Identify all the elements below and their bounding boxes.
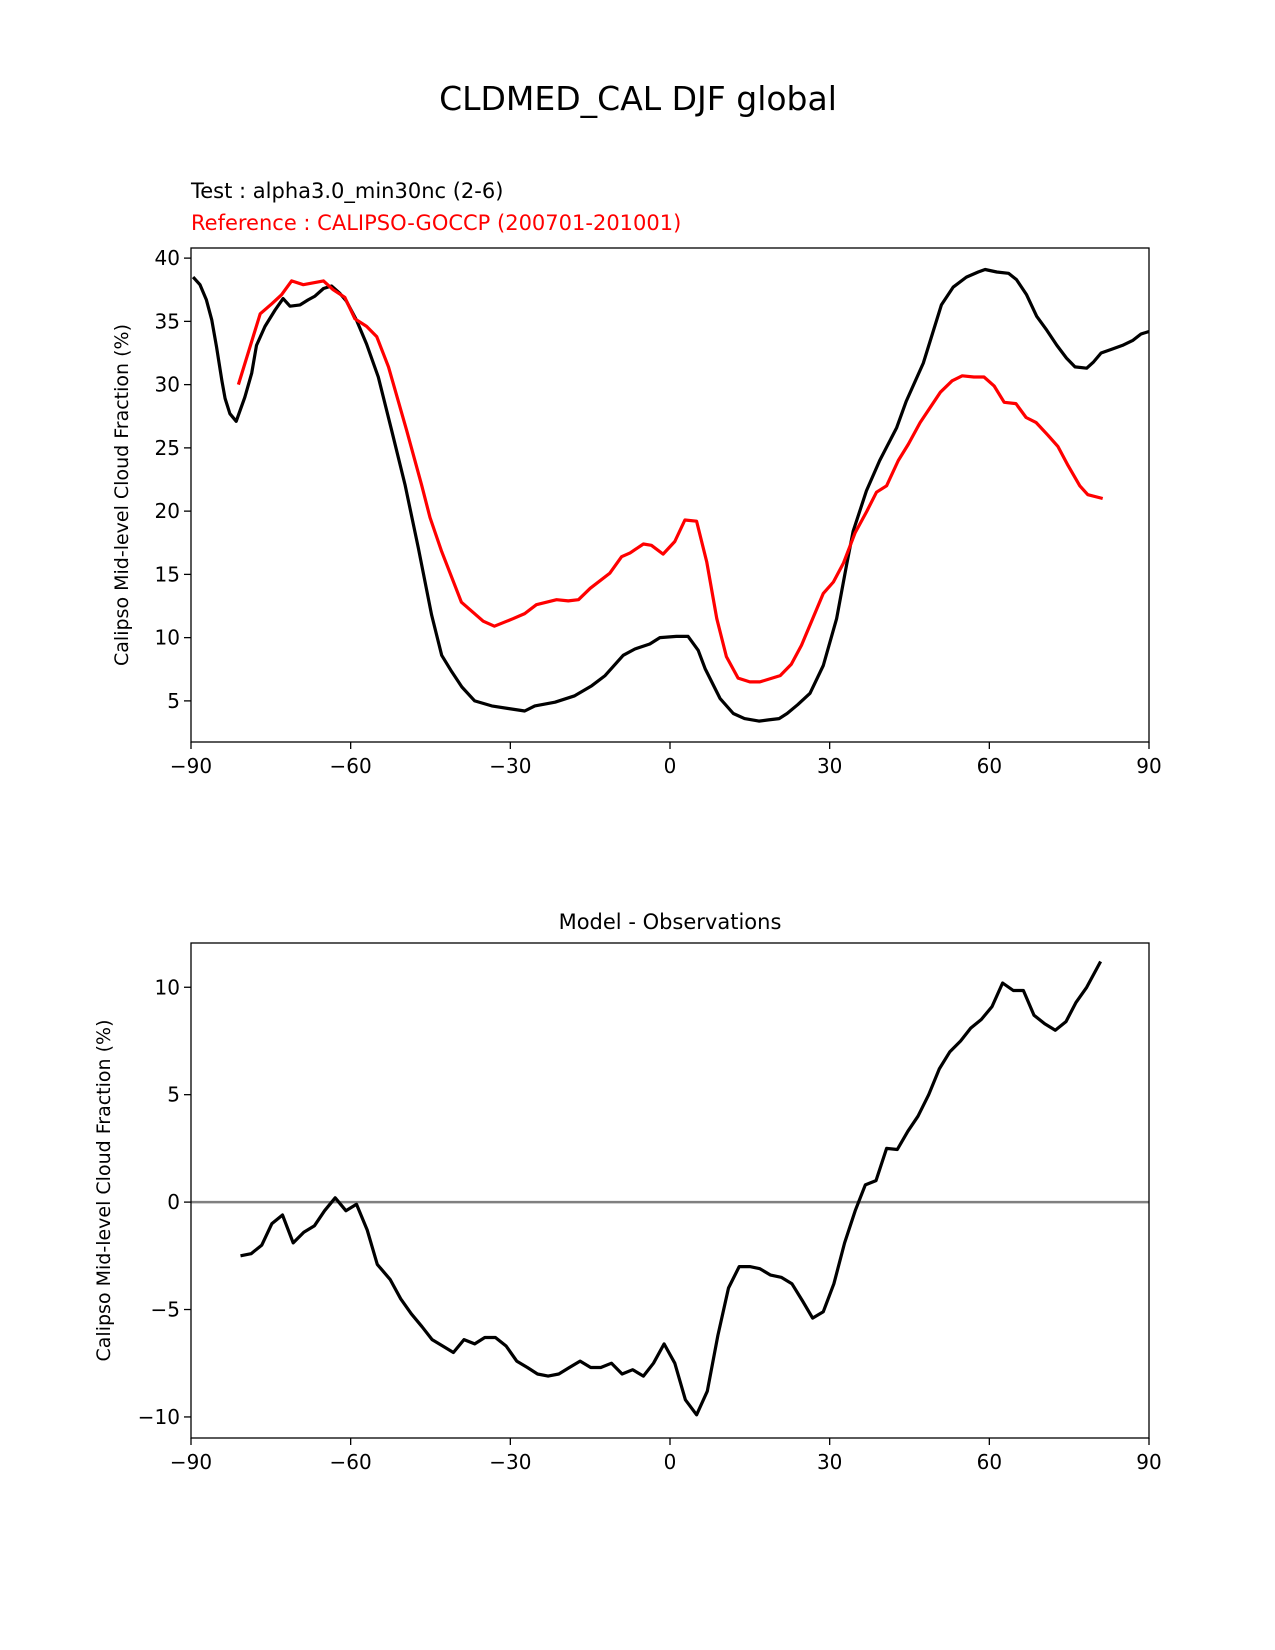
series-line-reference — [236, 279, 1104, 684]
bottom-panel: −90 −60 −30 0 30 60 90 −10 −5 0 5 10 Calipso Mid-lev… — [93, 942, 1162, 1474]
x-tick-label: −30 — [489, 754, 531, 778]
series-line-test — [191, 267, 1150, 723]
y-tick-label: 5 — [167, 689, 180, 713]
x-tick-label: 0 — [664, 1450, 677, 1474]
figure-title: CLDMED_CAL DJF global — [439, 79, 837, 118]
x-tick-label: 0 — [664, 754, 677, 778]
y-tick-label: 30 — [155, 373, 180, 397]
x-tick-label: −90 — [170, 754, 212, 778]
x-tick-label: 60 — [977, 1450, 1002, 1474]
y-tick-label: 5 — [167, 1083, 180, 1107]
x-tick-label: 30 — [817, 1450, 842, 1474]
y-tick-label: 10 — [155, 626, 180, 650]
y-axis-label: Calipso Mid-level Cloud Fraction (%) — [93, 1020, 115, 1362]
top-panel: −90 −60 −30 0 30 60 90 5 10 15 20 25 30 35 40 Calipso M… — [111, 246, 1162, 778]
y-axis-label: Calipso Mid-level Cloud Fraction (%) — [111, 324, 133, 666]
y-tick-label: 0 — [167, 1190, 180, 1214]
y-tick-label: 15 — [155, 562, 180, 586]
y-tick-label: 25 — [155, 436, 180, 460]
y-tick-label: 35 — [155, 309, 180, 333]
x-tick-label: 30 — [817, 754, 842, 778]
y-tick-label: −10 — [138, 1405, 180, 1429]
x-tick-label: 90 — [1136, 1450, 1161, 1474]
y-tick-label: −5 — [151, 1298, 180, 1322]
reference-label: Reference : CALIPSO-GOCCP (200701-201001… — [191, 211, 681, 235]
x-tick-label: −90 — [170, 1450, 212, 1474]
series-line-model-observations — [240, 960, 1103, 1417]
x-tick-label: −60 — [330, 754, 372, 778]
y-tick-label: 20 — [155, 499, 180, 523]
x-tick-label: 90 — [1136, 754, 1161, 778]
x-tick-label: −60 — [330, 1450, 372, 1474]
bottom-panel-title: Model - Observations — [559, 910, 782, 934]
y-tick-label: 10 — [155, 975, 180, 999]
x-tick-label: −30 — [489, 1450, 531, 1474]
x-tick-label: 60 — [977, 754, 1002, 778]
y-tick-label: 40 — [155, 246, 180, 270]
test-label: Test : alpha3.0_min30nc (2-6) — [190, 179, 503, 204]
